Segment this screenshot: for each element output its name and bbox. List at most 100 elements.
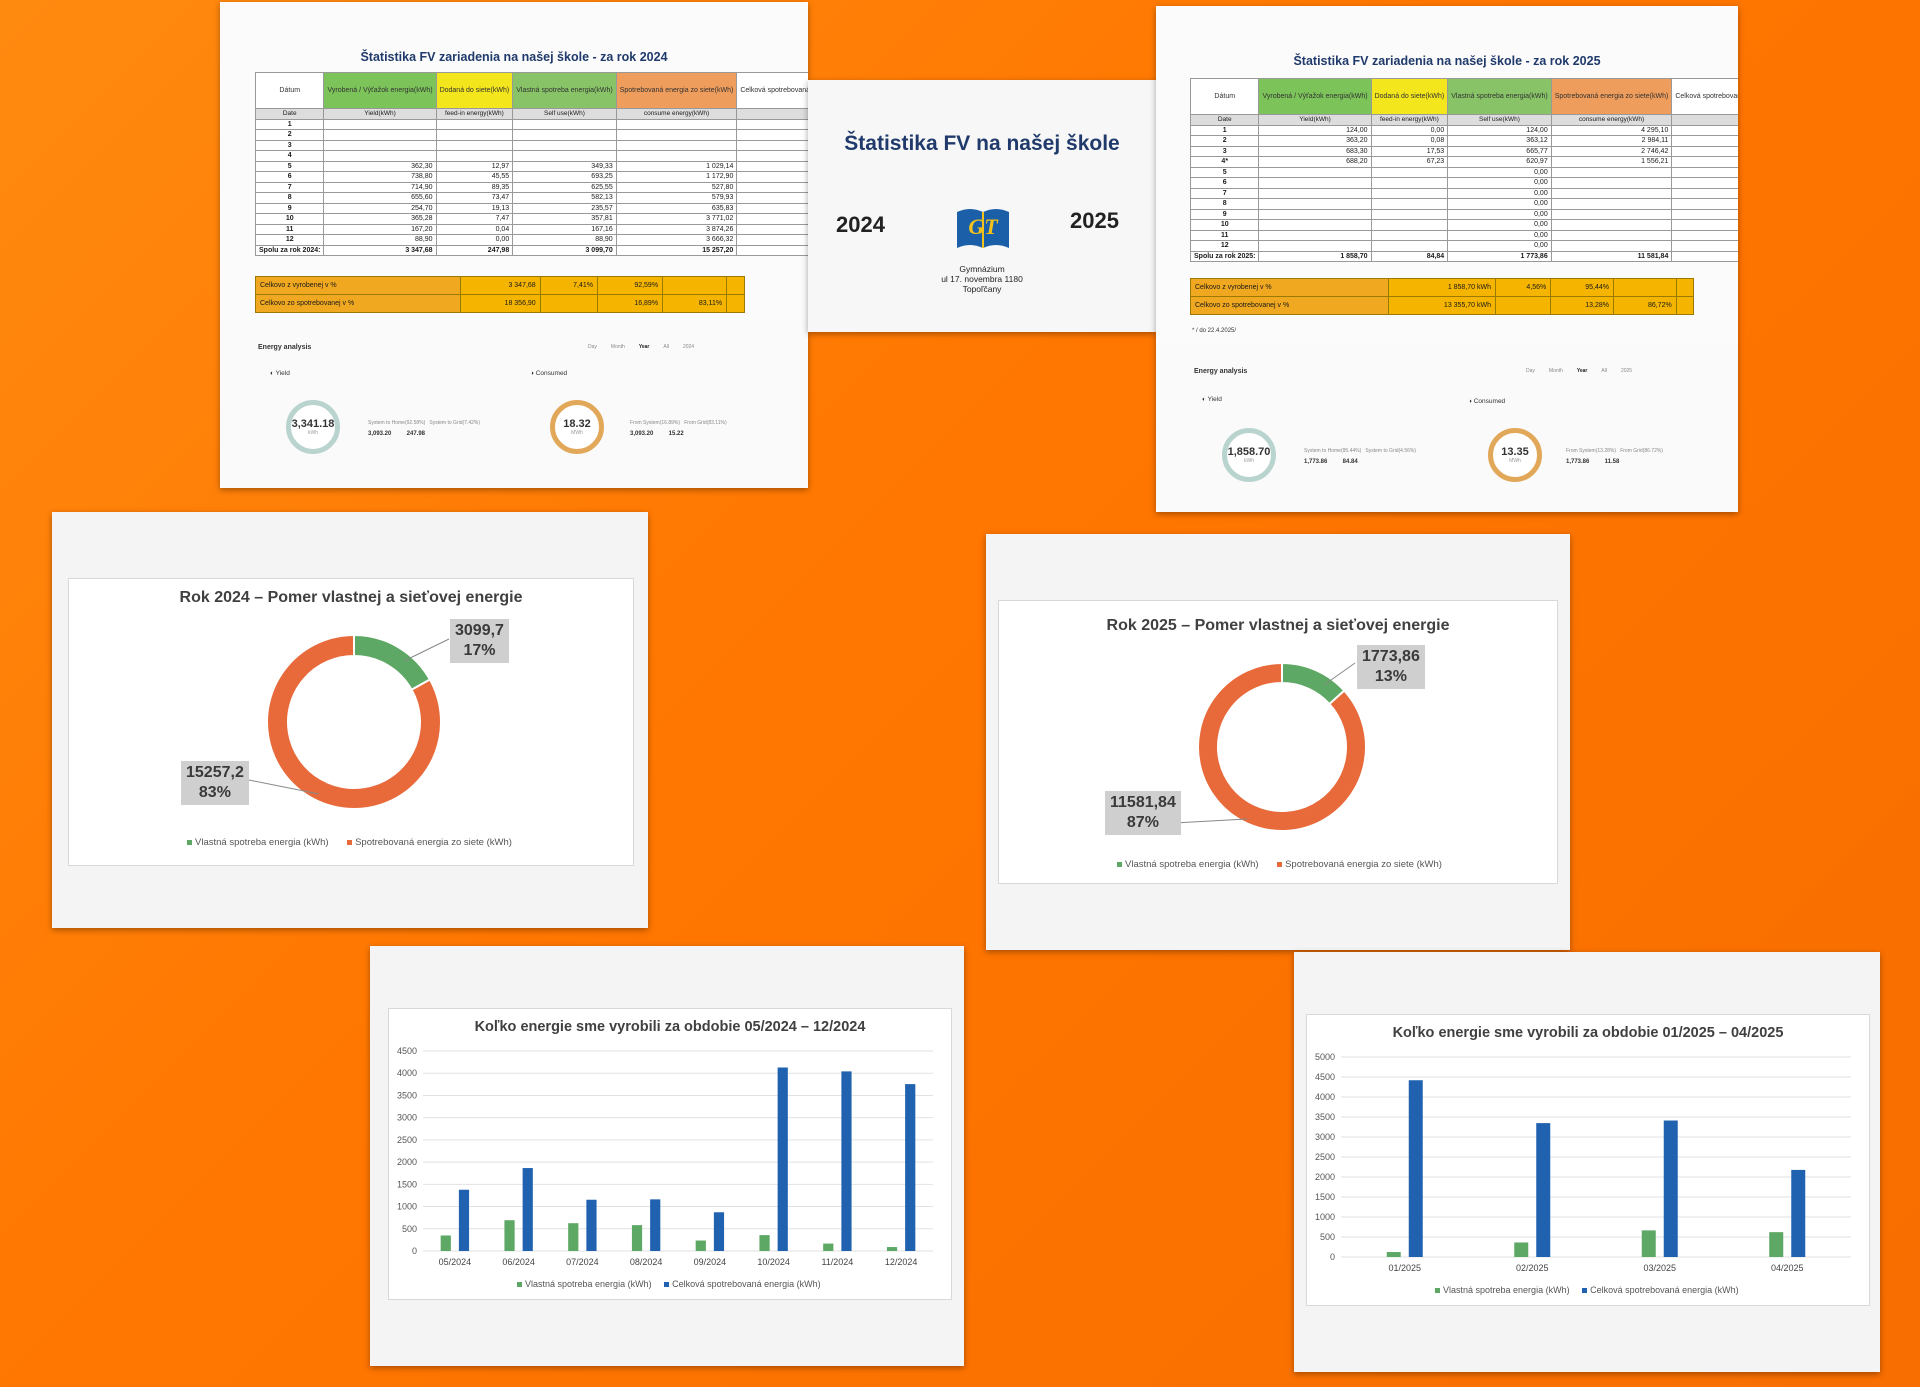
summary-cell: 16,89% <box>597 294 664 313</box>
yield-label: ◐ Yield <box>270 370 290 377</box>
donut-slice <box>266 633 442 810</box>
x-tick-label: 08/2024 <box>630 1257 663 1267</box>
bar-2024-sheet: Koľko energie sme vyrobili za obdobie 05… <box>370 946 964 1366</box>
table-cell <box>615 118 738 130</box>
table-row: 4 <box>254 150 808 162</box>
table-cell: 4 419,10 <box>1671 124 1738 136</box>
x-tick-label: 11/2024 <box>821 1257 853 1267</box>
table-cell: 4 295,10 <box>1550 124 1673 136</box>
total-row: Spolu za rok 2025: 1 858,70 84,84 1 773,86 1… <box>1189 250 1738 262</box>
table-cell: 4 <box>254 150 325 162</box>
table-cell: 2 <box>254 129 325 141</box>
legend-swatch-grid <box>347 839 353 845</box>
consumed-label: ◑ Consumed <box>1468 398 1506 405</box>
table-cell <box>512 139 617 151</box>
table-cell: 10 <box>254 213 325 225</box>
y-tick-label: 1000 <box>397 1202 417 1212</box>
table-cell: 527,80 <box>615 181 738 193</box>
col-subheader <box>736 108 808 120</box>
stats-2025-sheet: Štatistika FV zariadenia na našej škole … <box>1156 6 1738 512</box>
chart-legend: Vlastná spotreba energia (kWh) Celková s… <box>1435 1285 1739 1295</box>
consumed-breakdown: From System(13.28%) From Grid(86.72%) 1,… <box>1566 448 1663 465</box>
table-cell <box>1550 229 1673 241</box>
total-row: Spolu za rok 2024: 3 347,68 247,98 3 099,70… <box>254 244 808 256</box>
period-tab[interactable]: Month <box>610 344 625 350</box>
x-tick-label: 04/2025 <box>1771 1263 1804 1273</box>
table-cell: 1 029,14 <box>615 160 738 172</box>
total-cell: 247,98 <box>435 244 514 256</box>
table-cell: 167,16 <box>512 223 617 235</box>
period-tab[interactable]: Year <box>638 344 650 350</box>
period-tab[interactable]: All <box>663 344 669 350</box>
legend-swatch-total <box>1582 1288 1588 1294</box>
period-tab[interactable]: Month <box>1548 368 1563 374</box>
table-cell: 0,00 <box>1447 187 1552 199</box>
table-cell <box>1550 208 1673 220</box>
table-row: 11 0,00 0,00 <box>1189 229 1738 241</box>
table-cell: 365,28 <box>323 213 437 225</box>
yield-label: ◐ Yield <box>1202 396 1222 403</box>
col-subheader: Date <box>254 108 325 120</box>
period-tab[interactable]: All <box>1601 368 1607 374</box>
total-cell: 84,84 <box>1370 250 1449 262</box>
table-cell: 45,55 <box>435 171 514 183</box>
table-cell: 683,30 <box>1258 145 1372 157</box>
table-cell <box>1550 240 1673 252</box>
table-cell: 6 <box>1189 177 1260 189</box>
stats-2024-sheet: Štatistika FV zariadenia na našej škole … <box>220 2 808 488</box>
table-cell: 1 378,47 <box>736 160 808 172</box>
table-cell: 3 755,22 <box>736 234 808 246</box>
table-row: 3 <box>254 139 808 151</box>
summary-cell: 7,41% <box>539 276 599 295</box>
y-tick-label: 500 <box>1320 1232 1335 1242</box>
table-cell: 88,90 <box>323 234 437 246</box>
bar-2025-chart: 0 500 1000 1500 2000 2500 3000 3500 4000 4500 5000… <box>1315 1052 1851 1273</box>
data-label-self: 1773,86 13% <box>1357 645 1425 689</box>
col-header: Vlastná spotreba energia(kWh) <box>1447 78 1552 115</box>
total-cell: 1 773,86 <box>1447 250 1552 262</box>
bar <box>504 1220 515 1251</box>
bar <box>695 1240 706 1251</box>
bar-2024-chart: 0 500 1000 1500 2000 2500 3000 3500 4000 4500 05/2… <box>397 1046 933 1267</box>
period-tab[interactable]: Day <box>1526 368 1535 374</box>
summary-cell: 13 355,70 kWh <box>1387 296 1497 315</box>
table-cell: 0,00 <box>1671 177 1738 189</box>
donut-2025-frame: Rok 2025 – Pomer vlastnej a sieťovej ene… <box>998 600 1558 884</box>
table-cell: 363,20 <box>1258 135 1372 147</box>
col-subheader: Date <box>1189 114 1260 126</box>
table-cell: 2 177,18 <box>1671 156 1738 168</box>
table-row: 1 <box>254 118 808 130</box>
year-right: 2025 <box>1070 208 1119 233</box>
table-cell: 2 <box>1189 135 1260 147</box>
y-tick-label: 1500 <box>1315 1192 1335 1202</box>
data-label-grid: 11581,84 87% <box>1105 791 1181 835</box>
table-cell: 3 <box>1189 145 1260 157</box>
plug-icon: ◑ <box>530 370 536 377</box>
summary-cell <box>1675 278 1695 297</box>
table-cell <box>1550 166 1673 178</box>
table-cell: 0,00 <box>1370 124 1449 136</box>
table-cell: 19,13 <box>435 202 514 214</box>
table-cell: 167,20 <box>323 223 437 235</box>
bar <box>1536 1123 1551 1257</box>
yield-breakdown: System to Home(92.58%) System to Grid(7.… <box>368 420 480 437</box>
table-cell <box>1370 229 1449 241</box>
logo-letters: GT <box>968 214 998 239</box>
bar <box>458 1189 470 1251</box>
period-tab[interactable]: 2024 <box>682 344 695 350</box>
period-tab[interactable]: Year <box>1576 368 1588 374</box>
period-tab[interactable]: Day <box>588 344 597 350</box>
table-cell: 3 771,02 <box>615 213 738 225</box>
total-cell: Spolu za rok 2024: <box>254 244 325 256</box>
chart-legend: Vlastná spotreba energia (kWh) Spotrebov… <box>1117 859 1442 870</box>
table-row: 8 0,00 0,00 <box>1189 198 1738 210</box>
energy-analysis-title: Energy analysis <box>1194 368 1248 375</box>
y-tick-label: 4500 <box>1315 1072 1335 1082</box>
col-subheader: feed-in energy(kWh) <box>435 108 514 120</box>
period-tab[interactable]: 2025 <box>1620 368 1633 374</box>
table-cell: 3 <box>254 139 325 151</box>
yield-breakdown: System to Home(95.44%) System to Grid(4.… <box>1304 448 1416 465</box>
table-cell: 0,00 <box>1447 177 1552 189</box>
table-cell: 89,35 <box>435 181 514 193</box>
total-cell: 18 356,90 <box>736 244 808 256</box>
